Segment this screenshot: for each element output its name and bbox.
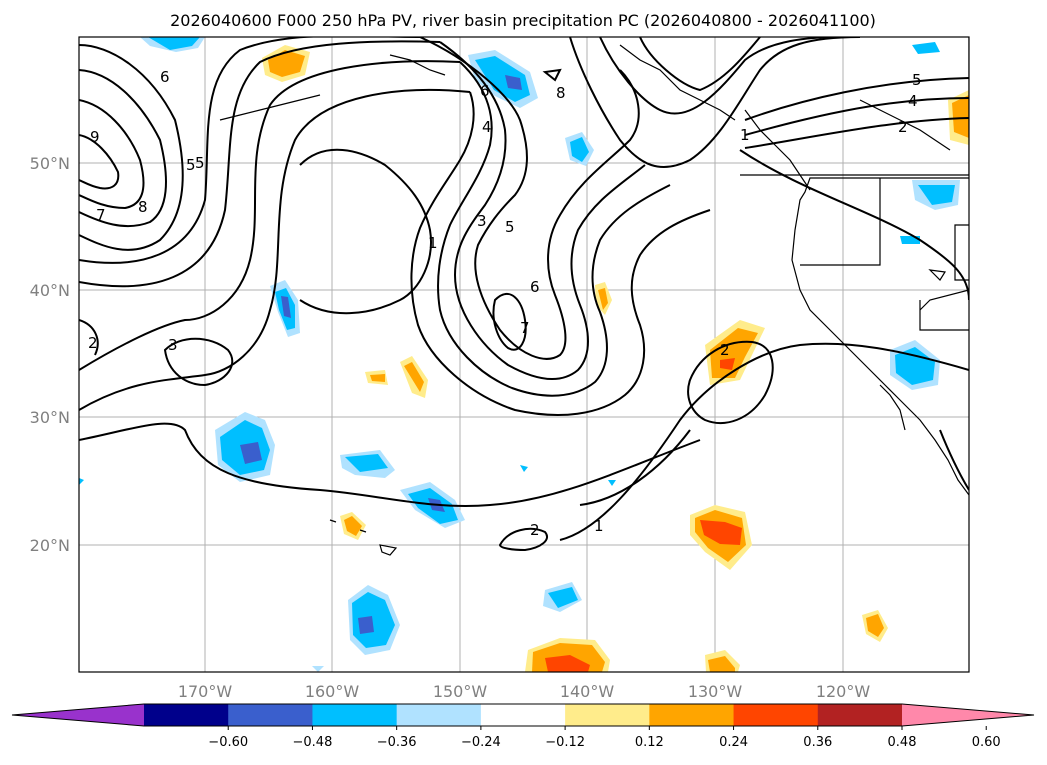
- contour-label: 5: [912, 71, 922, 89]
- lon-label: 150°W: [433, 682, 488, 701]
- figure-title: 2026040600 F000 250 hPa PV, river basin …: [170, 11, 876, 30]
- contour-label: 2: [88, 334, 98, 352]
- colorbar-segment: [649, 704, 735, 726]
- colorbar-segment: [396, 704, 482, 726]
- contour-label: 3: [477, 212, 487, 230]
- lat-label: 30°N: [30, 408, 70, 427]
- coastlines: [219, 37, 969, 556]
- contour-label: 7: [520, 319, 530, 337]
- contour-label: 1: [740, 126, 750, 144]
- colorbar-extend-high: [902, 704, 1034, 726]
- colorbar-tick-label: −0.12: [545, 735, 585, 750]
- pv-contours: [79, 37, 969, 552]
- lat-label: 40°N: [30, 281, 70, 300]
- lon-label: 120°W: [816, 682, 871, 701]
- colorbar-tick-label: 0.36: [803, 735, 832, 750]
- latitude-labels: 50°N 40°N 30°N 20°N: [30, 154, 70, 555]
- negative-precip-patches: [79, 37, 960, 672]
- contour-label: 9: [90, 128, 100, 146]
- positive-precip-patches: [262, 45, 969, 672]
- lat-label: 20°N: [30, 536, 70, 555]
- colorbar-tick-label: −0.24: [461, 735, 501, 750]
- contour-label: 6: [160, 68, 170, 86]
- contour-label: 4: [908, 92, 918, 110]
- colorbar-tick-label: 0.48: [888, 735, 917, 750]
- colorbar-segment: [228, 704, 313, 726]
- map-frame: [78, 36, 970, 673]
- colorbar-tick-label: 0.12: [635, 735, 664, 750]
- colorbar-tick-label: −0.48: [293, 735, 333, 750]
- gridlines: [79, 37, 969, 672]
- colorbar-tick-label: −0.36: [377, 735, 417, 750]
- contour-label: 6: [530, 278, 540, 296]
- colorbar-segment: [817, 704, 903, 726]
- contour-label: 5: [505, 218, 515, 236]
- contour-label: 1: [428, 234, 438, 252]
- colorbar-tick-label: 0.60: [972, 735, 1001, 750]
- colorbar-tick-label: 0.24: [719, 735, 748, 750]
- contour-label: 6: [480, 82, 490, 100]
- lon-label: 140°W: [560, 682, 615, 701]
- colorbar-segment: [733, 704, 819, 726]
- colorbar-tick-label: −0.60: [208, 735, 248, 750]
- colorbar-segment: [480, 704, 566, 726]
- contour-labels: 6 5 4 5 4 2 6 8 5 7 8 9 1 3 5 6 7 3 2 2 …: [88, 68, 922, 539]
- lon-label: 160°W: [305, 682, 360, 701]
- contour-label: 1: [594, 517, 604, 535]
- map-area: 6 5 4 5 4 2 6 8 5 7 8 9 1 3 5 6 7 3 2 2 …: [79, 37, 969, 672]
- colorbar: −0.60 −0.48 −0.36 −0.24 −0.12 0.12 0.24 0.36 0.4…: [11, 703, 1035, 750]
- contour-label: 2: [720, 341, 730, 359]
- colorbar-outline: [11, 703, 1035, 727]
- contour-label: 5: [195, 154, 205, 172]
- colorbar-segment: [312, 704, 398, 726]
- contour-label: 8: [556, 84, 566, 102]
- contour-label: 2: [898, 118, 908, 136]
- colorbar-segment: [144, 704, 229, 726]
- lat-label: 50°N: [30, 154, 70, 173]
- contour-label: 2: [530, 521, 540, 539]
- contour-label: 5: [186, 156, 196, 174]
- contour-label: 7: [96, 206, 106, 224]
- colorbar-segment: [565, 704, 650, 726]
- contour-label: 8: [138, 198, 148, 216]
- colorbar-extend-low: [12, 704, 144, 726]
- longitude-labels: 170°W 160°W 150°W 140°W 130°W 120°W: [178, 682, 871, 701]
- lon-label: 170°W: [178, 682, 233, 701]
- contour-label: 3: [168, 336, 178, 354]
- lon-label: 130°W: [688, 682, 743, 701]
- contour-label: 4: [482, 118, 492, 136]
